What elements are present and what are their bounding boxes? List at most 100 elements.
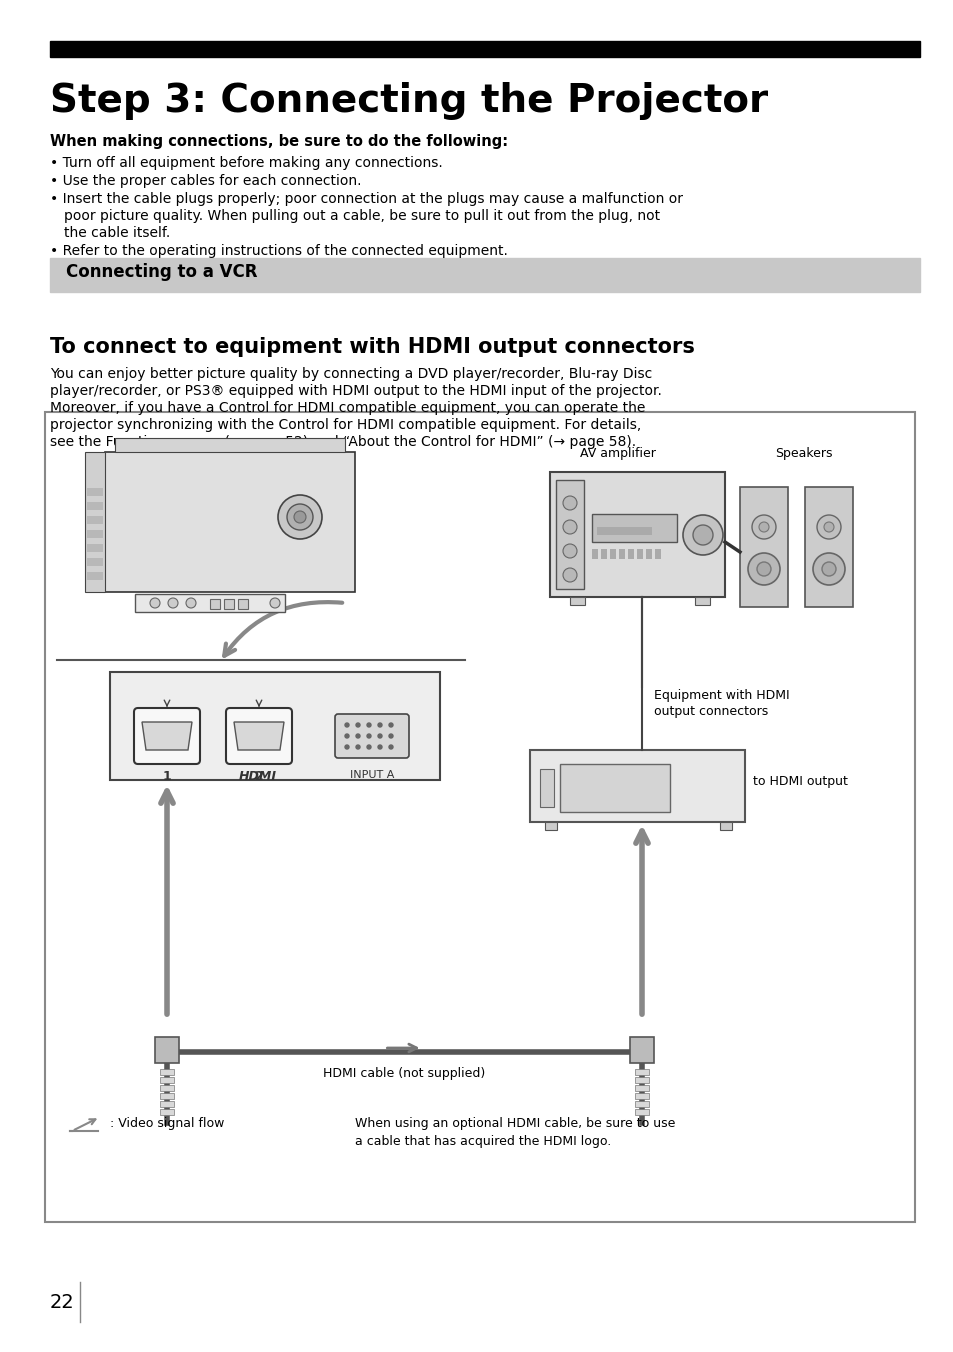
Polygon shape (142, 722, 192, 750)
FancyBboxPatch shape (226, 708, 292, 764)
Bar (635, 1078, 648, 1083)
Text: • Insert the cable plugs properly; poor connection at the plugs may cause a malf: • Insert the cable plugs properly; poor … (50, 192, 682, 206)
Text: projector synchronizing with the Control for HDMI compatible equipment. For deta: projector synchronizing with the Control… (50, 418, 640, 433)
Bar (720, 822, 731, 830)
Text: the cable itself.: the cable itself. (64, 226, 170, 241)
Circle shape (294, 511, 306, 523)
Circle shape (389, 745, 393, 749)
Text: When making connections, be sure to do the following:: When making connections, be sure to do t… (50, 134, 508, 149)
Circle shape (168, 598, 178, 608)
Circle shape (389, 734, 393, 738)
Text: INPUT A: INPUT A (350, 771, 394, 780)
Text: a cable that has acquired the HDMI logo.: a cable that has acquired the HDMI logo. (355, 1134, 611, 1148)
Bar (115, 438, 345, 452)
Text: 22: 22 (50, 1293, 74, 1311)
Bar (550, 472, 724, 598)
Bar (635, 1069, 648, 1075)
Bar (609, 549, 616, 558)
Circle shape (355, 734, 359, 738)
Bar (627, 549, 634, 558)
Text: to HDMI output: to HDMI output (752, 775, 847, 787)
Bar (556, 480, 583, 589)
Circle shape (367, 745, 371, 749)
Circle shape (389, 723, 393, 727)
Bar (87, 558, 103, 566)
Bar (87, 488, 103, 496)
Bar (154, 1037, 179, 1063)
Circle shape (377, 723, 381, 727)
Circle shape (562, 568, 577, 581)
Circle shape (355, 745, 359, 749)
Bar (569, 598, 584, 604)
Bar (629, 1037, 654, 1063)
Circle shape (345, 745, 349, 749)
Circle shape (759, 522, 768, 531)
Bar (50, 258, 919, 292)
Text: • Use the proper cables for each connection.: • Use the proper cables for each connect… (50, 174, 361, 188)
Bar (224, 599, 233, 608)
Text: When using an optional HDMI cable, be sure to use: When using an optional HDMI cable, be su… (355, 1118, 675, 1130)
Circle shape (355, 723, 359, 727)
Bar (618, 549, 624, 558)
Bar (592, 549, 598, 558)
Circle shape (821, 562, 835, 576)
Circle shape (816, 515, 841, 539)
Text: To connect to equipment with HDMI output connectors: To connect to equipment with HDMI output… (50, 337, 694, 357)
Bar (160, 1092, 173, 1099)
Bar (655, 549, 660, 558)
Circle shape (377, 745, 381, 749)
Text: 2: 2 (254, 771, 263, 783)
Text: • Turn off all equipment before making any connections.: • Turn off all equipment before making a… (50, 155, 442, 170)
Circle shape (692, 525, 712, 545)
FancyBboxPatch shape (335, 714, 409, 758)
Circle shape (270, 598, 280, 608)
Bar (635, 1109, 648, 1115)
Bar (592, 514, 677, 542)
Bar (544, 822, 557, 830)
Circle shape (377, 734, 381, 738)
Circle shape (367, 723, 371, 727)
Bar (600, 549, 606, 558)
Text: Connecting to a VCR: Connecting to a VCR (66, 264, 257, 281)
FancyBboxPatch shape (133, 708, 200, 764)
Bar (45, 412, 914, 1222)
Bar (87, 502, 103, 510)
Circle shape (562, 496, 577, 510)
Polygon shape (233, 722, 284, 750)
Circle shape (562, 521, 577, 534)
Circle shape (751, 515, 775, 539)
Bar (740, 487, 787, 607)
Bar (635, 1086, 648, 1091)
Circle shape (345, 723, 349, 727)
Text: see the Function≡ menu (→ page 52) and “About the Control for HDMI” (→ page 58).: see the Function≡ menu (→ page 52) and “… (50, 435, 636, 449)
Circle shape (682, 515, 722, 556)
Circle shape (287, 504, 313, 530)
Circle shape (150, 598, 160, 608)
Bar (160, 1101, 173, 1107)
Bar (530, 750, 744, 822)
Text: player/recorder, or PS3® equipped with HDMI output to the HDMI input of the proj: player/recorder, or PS3® equipped with H… (50, 384, 661, 397)
Bar (105, 452, 355, 592)
Text: Moreover, if you have a Control for HDMI compatible equipment, you can operate t: Moreover, if you have a Control for HDMI… (50, 402, 644, 415)
Circle shape (345, 734, 349, 738)
Bar (645, 549, 651, 558)
Circle shape (823, 522, 833, 531)
Bar (160, 1069, 173, 1075)
Text: Equipment with HDMI: Equipment with HDMI (654, 690, 789, 702)
Bar (210, 599, 220, 608)
Bar (87, 516, 103, 525)
Circle shape (747, 553, 780, 585)
Bar (559, 764, 669, 813)
Bar (637, 549, 642, 558)
Bar (85, 452, 105, 592)
Text: HDMI cable (not supplied): HDMI cable (not supplied) (323, 1067, 485, 1080)
Text: 1: 1 (162, 771, 172, 783)
Text: You can enjoy better picture quality by connecting a DVD player/recorder, Blu-ra: You can enjoy better picture quality by … (50, 366, 652, 381)
Bar (110, 672, 439, 780)
Circle shape (562, 544, 577, 558)
Bar (87, 530, 103, 538)
Bar (635, 1101, 648, 1107)
Bar (87, 572, 103, 580)
Bar (160, 1086, 173, 1091)
Text: poor picture quality. When pulling out a cable, be sure to pull it out from the : poor picture quality. When pulling out a… (64, 210, 659, 223)
